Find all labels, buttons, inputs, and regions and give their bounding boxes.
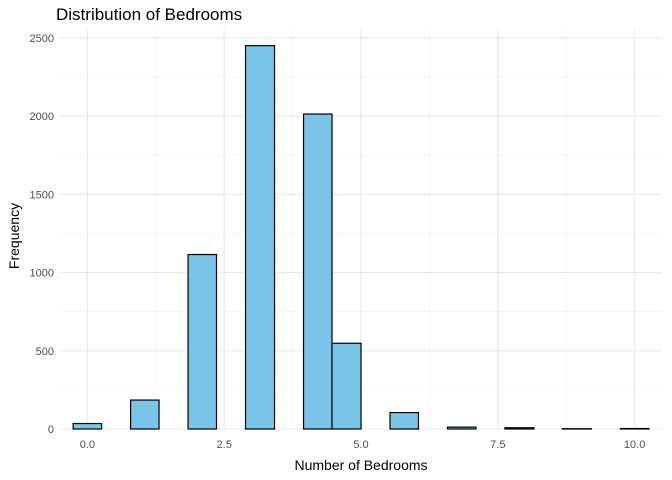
histogram-bar <box>302 113 333 430</box>
y-axis-label: Frequency <box>6 202 22 270</box>
y-tick-label: 1000 <box>30 268 54 280</box>
y-tick-label: 0 <box>48 424 54 436</box>
histogram-bar <box>72 422 103 430</box>
histogram-bar <box>244 45 276 430</box>
chart-title: Distribution of Bedrooms <box>56 5 243 24</box>
histogram-bar <box>389 411 420 430</box>
histogram-bar <box>331 342 362 430</box>
x-tick-label: 2.5 <box>217 439 232 451</box>
x-tick-label: 7.5 <box>490 439 505 451</box>
x-tick-label: 5.0 <box>353 439 368 451</box>
y-tick-label: 2500 <box>30 33 54 45</box>
x-tick-label: 0.0 <box>80 439 95 451</box>
histogram-bar <box>446 426 477 430</box>
histogram-bar <box>129 399 160 430</box>
x-axis-label: Number of Bedrooms <box>294 457 428 473</box>
histogram-bar <box>187 253 218 430</box>
x-tick-label: 10.0 <box>624 439 645 451</box>
y-tick-label: 2000 <box>30 111 54 123</box>
y-tick-label: 1500 <box>30 189 54 201</box>
y-tick-label: 500 <box>36 346 54 358</box>
histogram-bar <box>504 427 535 430</box>
